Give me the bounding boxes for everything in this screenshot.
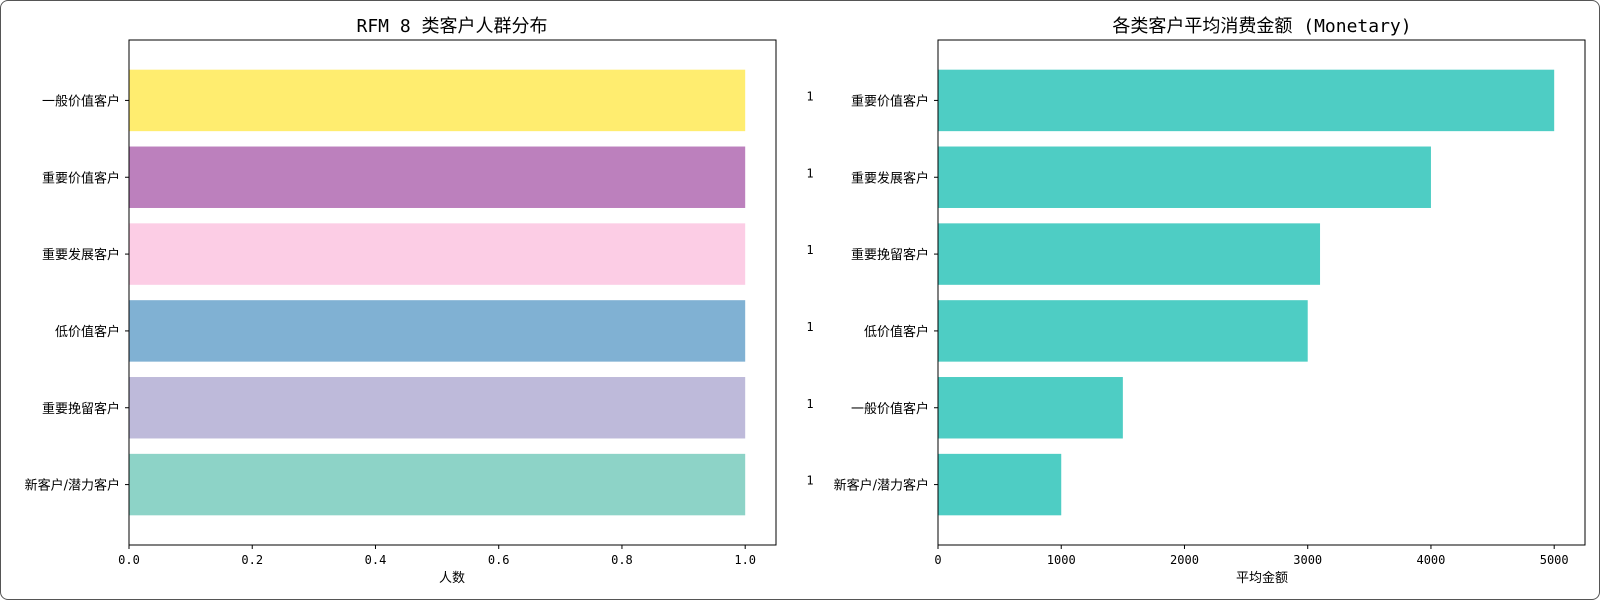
row-prefix-label: 1 <box>806 243 813 257</box>
x-tick-label: 0.4 <box>365 553 387 567</box>
y-tick-label: 低价值客户 <box>864 324 929 340</box>
x-tick-label: 4000 <box>1416 553 1445 567</box>
x-tick-label: 2000 <box>1170 553 1199 567</box>
axes-frame <box>937 39 1586 546</box>
row-prefix-label: 1 <box>806 89 813 103</box>
axes-frame <box>128 39 777 546</box>
chart-customer-distribution: RFM 8 类客户人群分布 一般价值客户重要价值客户重要发展客户低价值客户重要挽… <box>25 16 777 586</box>
x-tick-label: 1.0 <box>734 553 756 567</box>
x-tick-label: 0.2 <box>241 553 263 567</box>
y-tick-label: 重要发展客户 <box>42 247 120 263</box>
bar-5 <box>129 377 746 439</box>
y-tick-label: 新客户/潜力客户 <box>25 478 120 494</box>
bar-2 <box>129 146 746 208</box>
bar-4 <box>129 300 746 362</box>
y-tick-label: 重要价值客户 <box>42 170 120 186</box>
x-tick-label: 0.0 <box>118 553 140 567</box>
bars-group <box>129 69 746 516</box>
chart-title: RFM 8 类客户人群分布 <box>356 16 547 37</box>
bar-2 <box>938 146 1431 208</box>
y-tick-label: 重要价值客户 <box>851 93 929 109</box>
x-tick-label: 0 <box>934 553 941 567</box>
y-tick-label: 低价值客户 <box>55 324 120 340</box>
row-prefix-labels: 1 1 1 1 1 1 <box>806 89 813 487</box>
row-prefix-label: 1 <box>806 320 813 334</box>
bar-3 <box>129 223 746 285</box>
y-tick-label: 重要挽留客户 <box>42 401 120 417</box>
x-tick-labels: 0.0 0.2 0.4 0.6 0.8 1.0 <box>118 545 756 567</box>
bar-6 <box>129 453 746 516</box>
x-tick-label: 1000 <box>1047 553 1076 567</box>
row-prefix-label: 1 <box>806 166 813 180</box>
y-tick-label: 新客户/潜力客户 <box>834 478 929 494</box>
y-tick-label: 一般价值客户 <box>42 93 120 109</box>
bar-3 <box>938 223 1321 285</box>
x-tick-label: 0.6 <box>488 553 510 567</box>
x-tick-label: 5000 <box>1540 553 1569 567</box>
bar-6 <box>938 453 1062 516</box>
row-prefix-label: 1 <box>806 397 813 411</box>
bar-1 <box>938 69 1555 132</box>
x-tick-label: 3000 <box>1293 553 1322 567</box>
y-tick-label: 一般价值客户 <box>851 401 929 417</box>
chart-title: 各类客户平均消费金额 (Monetary) <box>1112 16 1411 37</box>
row-prefix-label: 1 <box>806 474 813 488</box>
bar-5 <box>938 377 1123 439</box>
x-tick-label: 0.8 <box>611 553 633 567</box>
x-axis-label: 平均金额 <box>1236 570 1288 586</box>
x-axis-label: 人数 <box>439 571 465 586</box>
chart-average-monetary: 各类客户平均消费金额 (Monetary) 1 1 1 1 1 1 重要价值客户重要发展客… <box>806 16 1586 586</box>
bars-group <box>938 69 1555 516</box>
bar-4 <box>938 300 1308 362</box>
x-tick-labels: 0 1000 2000 3000 4000 5000 <box>934 545 1569 567</box>
y-tick-label: 重要挽留客户 <box>851 247 929 263</box>
y-tick-label: 重要发展客户 <box>851 170 929 186</box>
bar-1 <box>129 69 746 132</box>
